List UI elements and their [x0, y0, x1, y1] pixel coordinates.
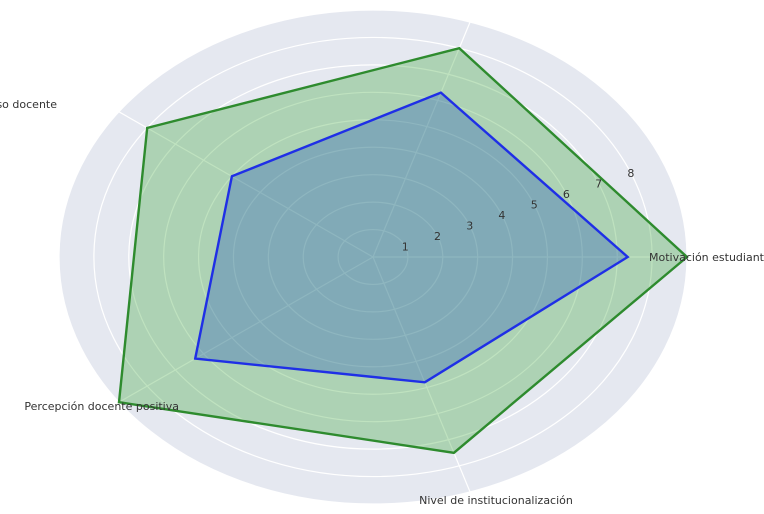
series-2-polygon [193, 91, 630, 384]
radial-tick-label: 7 [595, 178, 602, 191]
radial-tick-label: 2 [434, 230, 441, 243]
grid-spoke [372, 21, 471, 258]
radial-tick-label: 3 [466, 220, 473, 233]
grid-spoke [118, 256, 374, 403]
axis-label: Nivel de institucionalización [419, 494, 573, 507]
grid-spoke [118, 111, 374, 258]
series-1-polygon [117, 46, 689, 455]
axis-label: Frecuencia de uso docente [0, 98, 57, 111]
axis-label: Motivación estudiantil [649, 251, 764, 264]
radial-tick-label: 8 [627, 167, 634, 180]
radial-tick-label: 1 [402, 241, 409, 254]
radial-tick-label: 6 [563, 188, 570, 201]
radial-tick-label: 4 [498, 209, 505, 222]
radial-tick-label: 5 [531, 199, 538, 212]
axis-label: Percepción docente positiva [24, 400, 179, 413]
